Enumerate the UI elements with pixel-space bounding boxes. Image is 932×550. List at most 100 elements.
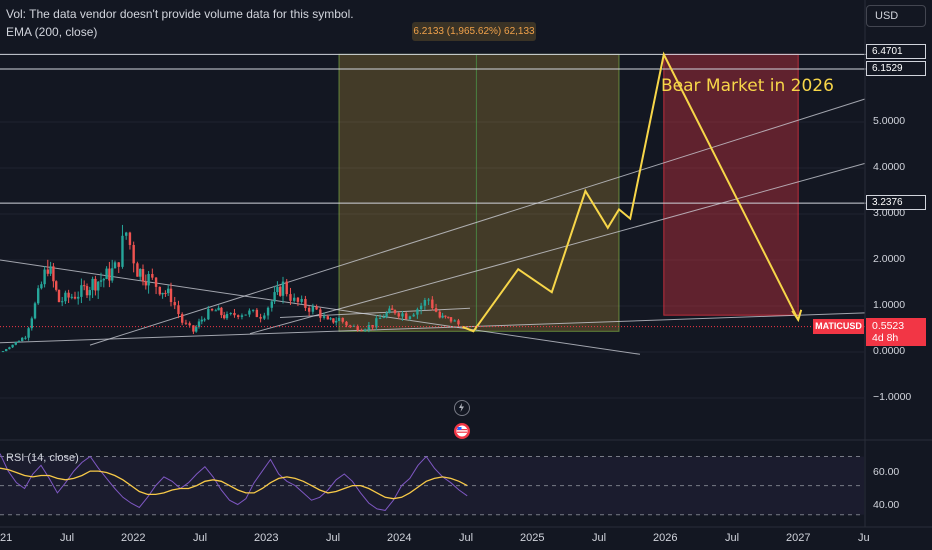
candle-body [88,290,91,296]
candle-body [197,321,201,327]
candle-body [128,232,132,245]
time-tick-label: Ju [858,532,870,544]
candle-body [132,244,135,264]
time-tick-label: 2024 [387,532,412,544]
candle-body [300,298,303,302]
candle-body [83,285,86,287]
flag-glyph [456,425,468,437]
candle-body [457,320,460,325]
candle-body [27,328,30,338]
candle-body [434,308,438,312]
candle-body [251,309,255,311]
candle-body [8,347,11,350]
price-tick-label: 0.0000 [873,345,906,357]
rsi-ma-line [0,467,468,500]
candle-body [289,294,292,301]
candle-body [61,301,64,303]
candle-body [223,315,226,319]
time-tick-label: 2023 [254,532,279,544]
candle-body [225,313,229,319]
candle-body [164,292,167,294]
candle-body [375,318,378,328]
level-flag-6-1529: 6.1529 [866,61,926,76]
candle-body [332,318,335,323]
candle-body [80,285,83,297]
candle-body [345,321,348,326]
candle-body [326,316,329,320]
candle-body [385,312,388,317]
candle-body [52,266,55,282]
candle-body [393,309,397,314]
time-tick-label: 2026 [653,532,678,544]
candle-body [203,319,206,321]
candle-body [14,342,17,345]
candle-body [419,305,423,310]
candle-body [188,323,191,326]
price-tick-label: 3.0000 [873,207,906,219]
candle-body [449,317,453,322]
time-tick-label: Jul [725,532,740,544]
candle-body [388,308,391,313]
candle-body [70,296,73,298]
candle-body [391,308,394,310]
candle-body [315,306,318,310]
currency-button[interactable]: USD [866,5,926,27]
candle-body [94,278,97,291]
candle-body [57,289,61,303]
candle-body [154,277,158,287]
measure-label: 6.2133 (1,965.62%) 62,133 [412,22,536,41]
candle-body [322,316,326,318]
candle-body [444,315,447,317]
candle-body [220,307,223,316]
candle-body [237,315,240,317]
projection-path [461,51,800,333]
candle-body [360,330,363,332]
candle-body [438,311,441,318]
price-tick-label: −1.0000 [873,391,912,403]
candle-body [139,269,142,277]
candle-body [173,302,176,306]
candle-body [108,268,111,281]
candle-body [77,296,80,299]
candle-body [273,292,276,302]
candle-body [1,351,5,353]
candle-body [67,292,70,298]
candle-body [307,307,311,312]
trendline [249,162,866,335]
candle-body [349,325,352,327]
candle-body [408,316,412,319]
candle-body [17,341,21,343]
candle-body [427,299,430,301]
candle-body [311,306,315,312]
candle-body [99,280,103,282]
us-flag-event-icon[interactable] [454,423,470,439]
rsi-line [0,453,468,511]
lightning-icon[interactable] [454,400,470,416]
ema-legend: EMA (200, close) [6,25,98,39]
candle-body [192,325,195,332]
price-tick-label: 5.0000 [873,115,906,127]
candle-body [319,309,322,318]
bear-market-annotation[interactable]: Bear Market in 2026 [661,76,834,96]
candle-body [255,309,259,318]
candle-body [335,320,338,323]
candle-body [341,317,344,322]
candle-body [401,313,404,317]
time-tick-label: Jul [193,532,208,544]
price-tick-label: 2.0000 [873,253,906,265]
candle-body [263,315,266,319]
level-flag-3-2376: 3.2376 [866,195,926,210]
candle-body [144,281,147,286]
candle-body [378,317,382,319]
candle-body [363,329,367,331]
candle-body [91,278,94,291]
candle-body [73,296,77,299]
rsi-tick-40: 40.00 [873,499,900,511]
candle-body [49,266,52,274]
candle-body [158,286,161,295]
candle-body [117,262,120,267]
candle-body [248,310,251,315]
candle-body [329,318,332,320]
